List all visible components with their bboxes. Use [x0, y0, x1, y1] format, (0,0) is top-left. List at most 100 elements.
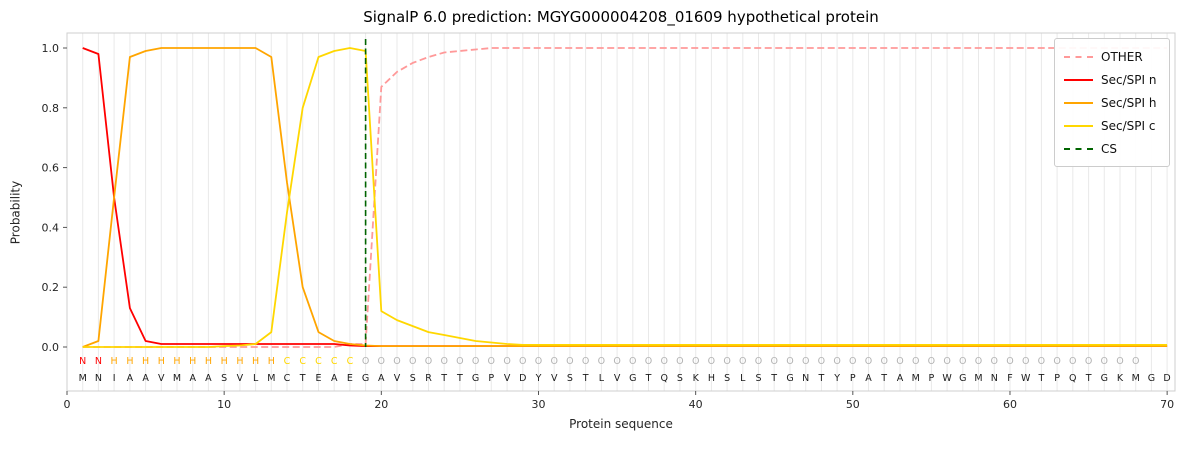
legend-line-sample-sec-spi-n — [1064, 78, 1093, 81]
region-label: O — [566, 356, 573, 367]
legend-label-other: OTHER — [1101, 49, 1143, 64]
sequence-letter: N — [802, 373, 809, 384]
sequence-letter: S — [567, 373, 573, 384]
region-label: O — [535, 356, 542, 367]
gridlines — [82, 33, 1168, 391]
region-label: O — [991, 356, 998, 367]
region-label: C — [331, 356, 338, 367]
region-label: O — [912, 356, 919, 367]
sequence-letter: V — [614, 373, 621, 384]
region-label: O — [440, 356, 447, 367]
region-label: O — [1069, 356, 1076, 367]
legend-item-sec-spi-c: Sec/SPI c — [1064, 114, 1160, 137]
sequence-letter: I — [113, 373, 116, 384]
sequence-letter: P — [929, 373, 935, 384]
svg-text:30: 30 — [531, 398, 545, 411]
svg-text:20: 20 — [374, 398, 388, 411]
sequence-letter: A — [865, 373, 872, 384]
sequence-letter: P — [1054, 373, 1060, 384]
region-label: O — [472, 356, 479, 367]
sequence-letter: R — [425, 373, 432, 384]
sequence-letter: L — [599, 373, 605, 384]
legend-item-sec-spi-n: Sec/SPI n — [1064, 68, 1160, 91]
sequence-letter: T — [1037, 373, 1044, 384]
series-sec-spi-h — [82, 47, 1168, 348]
region-label: O — [849, 356, 856, 367]
region-label: O — [1006, 356, 1013, 367]
region-label: O — [503, 356, 510, 367]
region-label: O — [739, 356, 746, 367]
svg-text:50: 50 — [846, 398, 860, 411]
sequence-letter: V — [237, 373, 244, 384]
legend-line-sample-sec-spi-c — [1064, 124, 1093, 127]
sequence-letter: A — [189, 373, 196, 384]
sequence-letter: T — [880, 373, 887, 384]
sequence-letter: G — [786, 373, 793, 384]
sequence-letter: T — [770, 373, 777, 384]
sequence-letter: T — [1085, 373, 1092, 384]
sequence-letter: A — [897, 373, 904, 384]
series-sec-spi-n — [82, 47, 1168, 348]
region-label: C — [347, 356, 354, 367]
region-label: O — [833, 356, 840, 367]
sequence-letter: A — [205, 373, 212, 384]
region-label: O — [943, 356, 950, 367]
region-label: O — [519, 356, 526, 367]
region-label: O — [613, 356, 620, 367]
sequence-letter: G — [629, 373, 636, 384]
sequence-letter: M — [267, 373, 275, 384]
svg-text:10: 10 — [217, 398, 231, 411]
region-label: O — [582, 356, 589, 367]
legend-line-sample-other — [1064, 55, 1093, 58]
region-label: O — [1116, 356, 1123, 367]
sequence-letter: D — [519, 373, 526, 384]
region-label: O — [629, 356, 636, 367]
region-label: H — [142, 356, 149, 367]
legend-item-other: OTHER — [1064, 45, 1160, 68]
region-label: H — [252, 356, 259, 367]
x-axis-ticks: 0 10 20 30 40 50 60 70 — [64, 391, 1174, 411]
svg-text:70: 70 — [1160, 398, 1174, 411]
sequence-letter: W — [1021, 373, 1031, 384]
sequence-letter: A — [378, 373, 385, 384]
sequence-letter: S — [221, 373, 227, 384]
sequence-letter: Q — [1069, 373, 1076, 384]
sequence-letter: G — [1101, 373, 1108, 384]
region-label: O — [1038, 356, 1045, 367]
series-other — [82, 47, 1168, 348]
region-label: O — [802, 356, 809, 367]
region-label: H — [126, 356, 133, 367]
legend-line-sample-cs — [1064, 147, 1093, 150]
region-label: H — [158, 356, 165, 367]
sequence-letter: M — [974, 373, 982, 384]
sequence-letter: S — [755, 373, 761, 384]
sequence-letter: G — [362, 373, 369, 384]
region-label: O — [676, 356, 683, 367]
sequence-letter: V — [551, 373, 558, 384]
svg-text:1.0: 1.0 — [42, 42, 60, 55]
region-label: O — [975, 356, 982, 367]
region-label: N — [95, 356, 102, 367]
region-label: C — [284, 356, 291, 367]
legend-label-sec-spi-n: Sec/SPI n — [1101, 72, 1157, 87]
sequence-letter: S — [677, 373, 683, 384]
region-label: O — [723, 356, 730, 367]
region-label: C — [315, 356, 322, 367]
sequence-letter: N — [95, 373, 102, 384]
sequence-letter: M — [1132, 373, 1140, 384]
region-label: H — [189, 356, 196, 367]
sequence-letter: V — [158, 373, 165, 384]
legend-item-sec-spi-h: Sec/SPI h — [1064, 91, 1160, 114]
sequence-letter: V — [504, 373, 511, 384]
region-label: O — [409, 356, 416, 367]
region-label: H — [205, 356, 212, 367]
sequence-letter: P — [850, 373, 856, 384]
svg-text:60: 60 — [1003, 398, 1017, 411]
sequence-letter: T — [582, 373, 589, 384]
region-label: O — [755, 356, 762, 367]
sequence-letter: V — [394, 373, 401, 384]
legend-label-sec-spi-h: Sec/SPI h — [1101, 95, 1157, 110]
region-label: O — [865, 356, 872, 367]
